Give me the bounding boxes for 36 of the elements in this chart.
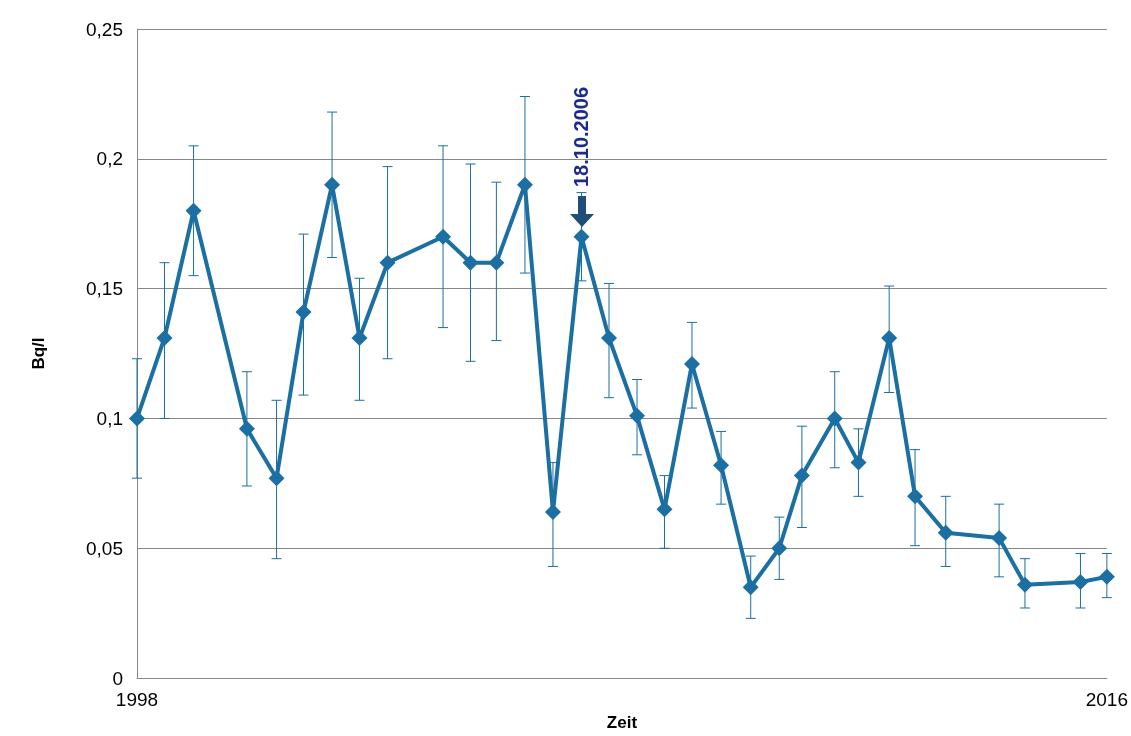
point (295, 304, 312, 321)
point (742, 579, 759, 596)
y-tick-label: 0,05 (86, 537, 123, 559)
point (238, 420, 255, 437)
x-tick-label: 1998 (115, 689, 159, 711)
point (462, 254, 479, 271)
point (379, 254, 396, 271)
y-axis-title: Bq/l (29, 337, 48, 370)
point (129, 410, 145, 427)
x-axis-title: Zeit (606, 713, 638, 732)
point (156, 329, 173, 346)
point (516, 176, 533, 193)
point (907, 488, 924, 505)
point (771, 540, 788, 557)
point (713, 457, 730, 474)
point (268, 470, 285, 487)
point (629, 407, 646, 424)
point (937, 524, 954, 541)
point (991, 529, 1008, 546)
point (601, 329, 617, 346)
point (488, 254, 505, 271)
y-tick-label: 0,15 (86, 278, 123, 300)
point (826, 410, 843, 427)
annotation: 18.10.2006 (569, 86, 593, 187)
point (1072, 574, 1089, 591)
y-tick-label: 0,25 (86, 18, 123, 40)
point (793, 467, 810, 484)
x-tick-label: 2016 (1085, 689, 1129, 711)
point (1098, 568, 1115, 585)
point (573, 228, 590, 245)
point (850, 454, 867, 471)
point (1016, 576, 1033, 593)
y-tick-label: 0 (112, 667, 123, 689)
y-tick-label: 0,2 (96, 148, 123, 170)
y-tick-label: 0,1 (96, 407, 123, 429)
point (435, 228, 452, 245)
